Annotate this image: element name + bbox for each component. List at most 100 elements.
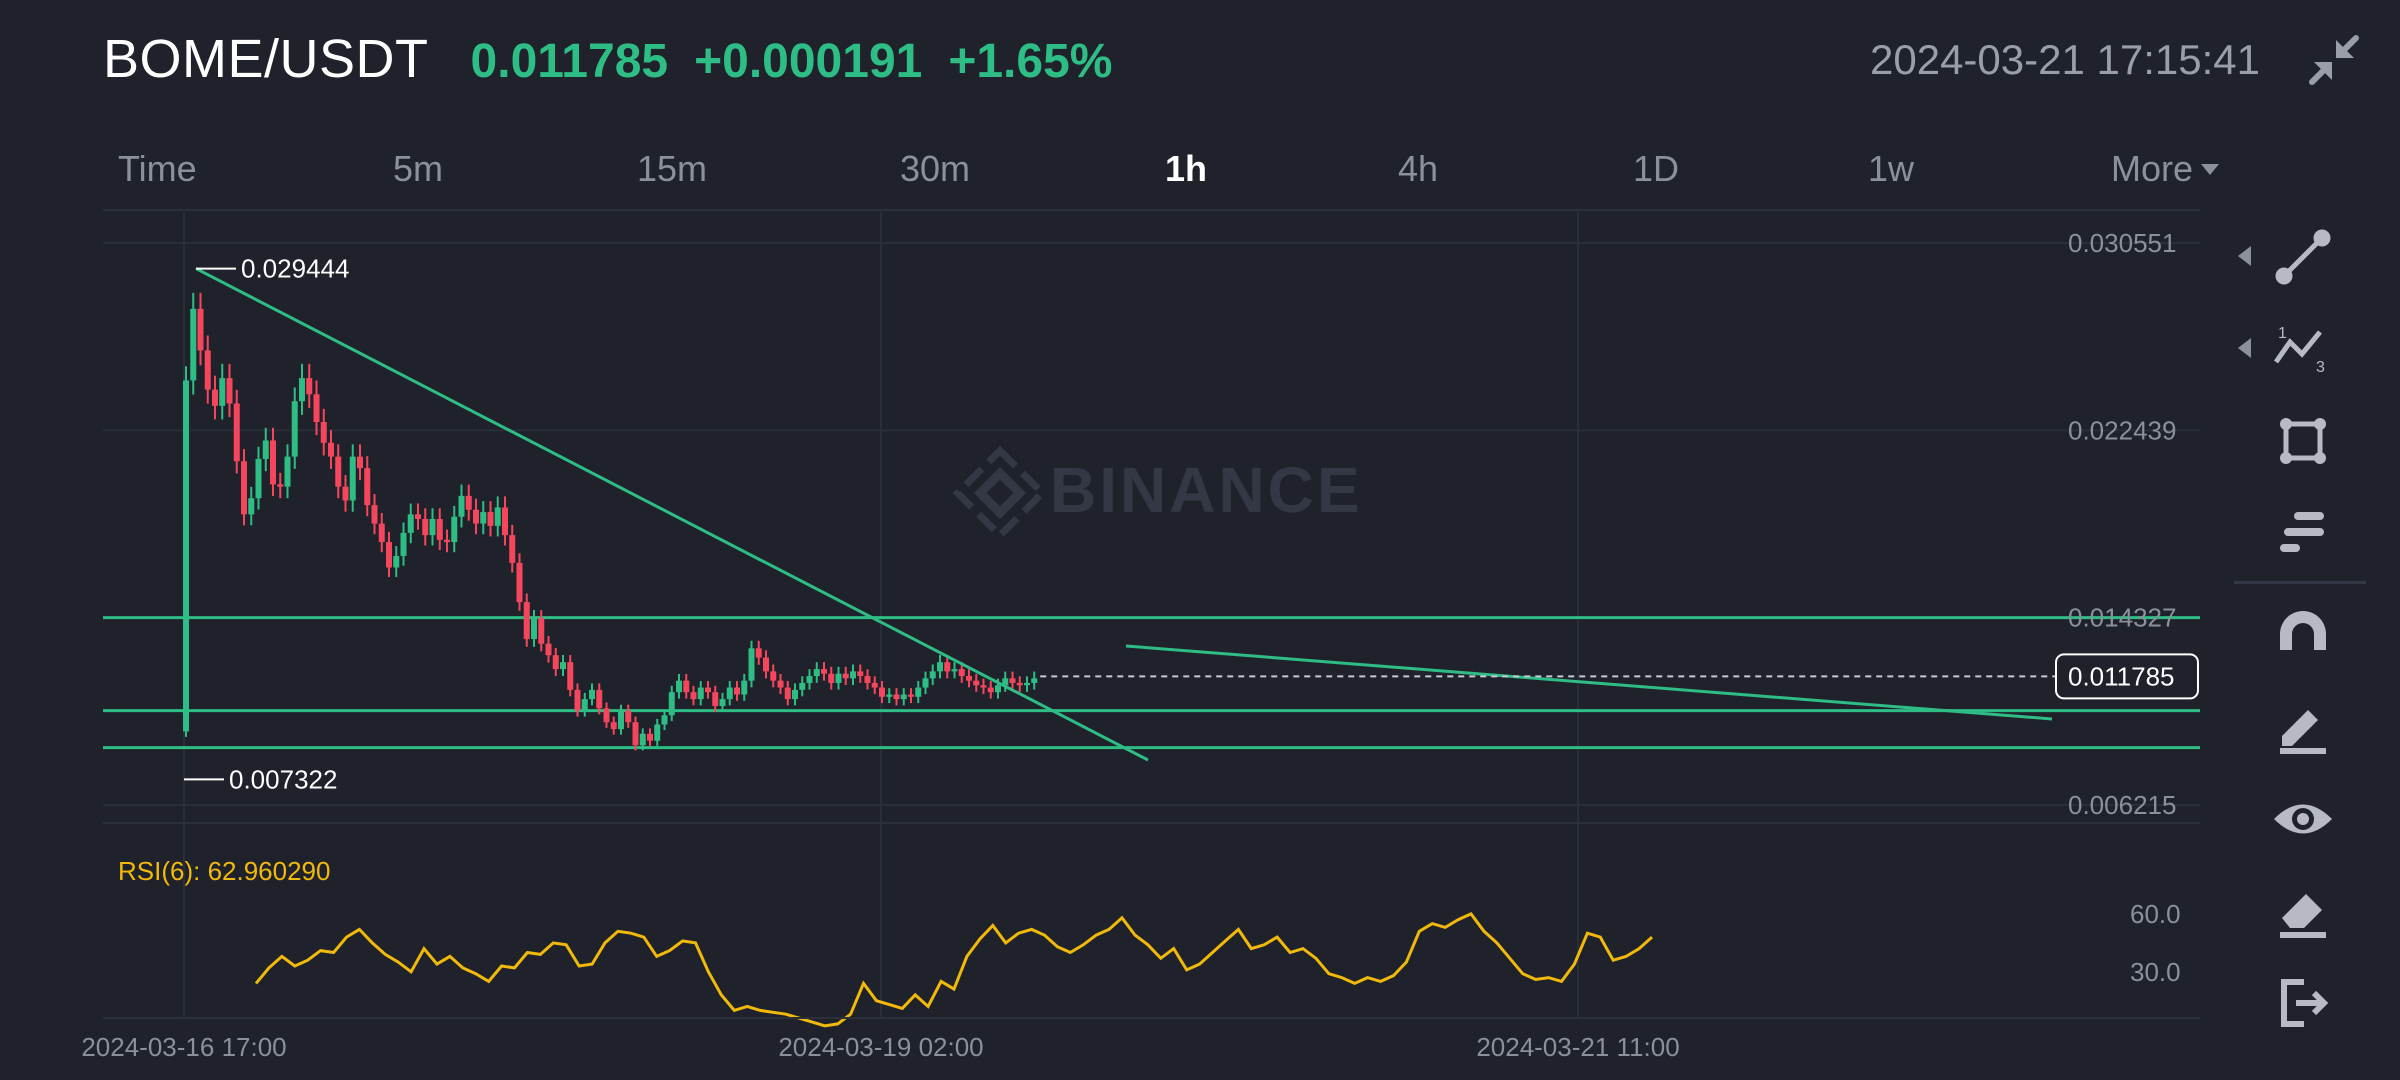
svg-text:3: 3: [2316, 359, 2325, 376]
candle-body: [436, 518, 443, 540]
tab-1h[interactable]: 1h: [1165, 148, 1207, 190]
candle: [654, 718, 661, 746]
candle-body: [1031, 678, 1038, 683]
candle: [197, 292, 204, 366]
trend-line-icon[interactable]: [2268, 222, 2338, 292]
candle-body: [473, 509, 479, 524]
candle: [893, 688, 900, 706]
rsi-line: [254, 912, 1653, 1028]
candle: [908, 688, 914, 704]
tab-label: 1D: [1633, 148, 1680, 189]
candle-body: [886, 694, 893, 697]
candle-body: [538, 618, 545, 644]
tab-1w[interactable]: 1w: [1868, 148, 1914, 190]
candle-body: [451, 516, 458, 543]
candle-body: [212, 389, 218, 406]
candle: [545, 636, 552, 663]
candle: [262, 427, 269, 472]
candle: [835, 666, 842, 690]
horizontal-lines: [103, 616, 2200, 750]
candle: [480, 501, 487, 535]
divider: [103, 209, 2200, 211]
pencil-lock-icon[interactable]: [2268, 692, 2338, 762]
tab-5m[interactable]: 5m: [393, 148, 443, 190]
candle-body: [342, 486, 349, 501]
candle: [393, 546, 400, 578]
candle: [625, 704, 632, 728]
candle: [777, 673, 784, 695]
tab-1d[interactable]: 1D: [1633, 148, 1679, 190]
candle-body: [277, 484, 284, 487]
binance-logo-icon: [952, 445, 1048, 541]
candle-body: [248, 498, 255, 515]
tab-label: 4h: [1398, 148, 1439, 189]
text-lines-icon[interactable]: [2268, 498, 2338, 568]
tab-more[interactable]: More: [2111, 148, 2220, 190]
high-marker-label: 0.029444: [241, 254, 349, 284]
candle: [734, 681, 740, 701]
rectangle-icon[interactable]: [2268, 406, 2338, 476]
candle-body: [647, 733, 653, 741]
candle: [973, 673, 980, 692]
candle: [697, 681, 704, 706]
tab-label: More: [2111, 148, 2194, 189]
candle: [879, 681, 885, 704]
candle-body: [987, 687, 994, 693]
exit-icon[interactable]: [2268, 968, 2338, 1038]
trend-line: [1125, 644, 2053, 721]
candle-body: [908, 694, 914, 697]
candle-body: [799, 682, 806, 690]
candle: [299, 363, 305, 415]
candle: [886, 688, 893, 704]
submenu-caret-icon[interactable]: [2238, 338, 2251, 358]
candle-body: [357, 456, 363, 469]
candle: [980, 678, 987, 695]
candle-body: [683, 680, 690, 693]
candle: [233, 389, 240, 474]
candle: [407, 503, 414, 544]
candle-body: [777, 680, 784, 688]
candle: [574, 683, 581, 717]
candle: [748, 640, 755, 688]
candle-body: [690, 692, 697, 700]
candle-body: [668, 692, 675, 716]
eye-icon[interactable]: [2268, 784, 2338, 854]
tab-4h[interactable]: 4h: [1398, 148, 1438, 190]
candle-body: [763, 657, 769, 672]
tab-label: 30m: [900, 148, 971, 189]
candle: [349, 444, 356, 512]
pair-symbol[interactable]: BOME/USDT: [103, 29, 429, 89]
eraser-icon[interactable]: [2268, 876, 2338, 946]
candle: [313, 380, 320, 436]
candle-body: [364, 468, 371, 506]
candle: [277, 472, 284, 499]
submenu-caret-icon[interactable]: [2238, 246, 2251, 266]
candle-body: [407, 514, 414, 533]
candle: [552, 647, 559, 677]
candle: [386, 531, 392, 578]
price-tick-label: 0.030551: [2068, 228, 2176, 258]
tab-15m[interactable]: 15m: [637, 148, 707, 190]
candle-body: [676, 680, 682, 693]
candle: [444, 529, 450, 553]
candle-body: [705, 687, 711, 693]
magnet-icon[interactable]: [2268, 600, 2338, 670]
candle: [668, 685, 675, 722]
candle: [806, 669, 813, 690]
interval-tabs: Time 5m 15m 30m 1h 4h 1D 1w More: [0, 148, 2240, 202]
candle-body: [915, 687, 922, 697]
candle-body: [734, 687, 740, 695]
tab-30m[interactable]: 30m: [900, 148, 970, 190]
collapse-arrows-icon[interactable]: [2304, 30, 2364, 90]
candle: [241, 449, 247, 526]
candle-body: [871, 682, 878, 688]
candle: [429, 508, 436, 546]
candle: [987, 681, 994, 699]
tab-time[interactable]: Time: [118, 148, 197, 190]
candle-body: [320, 421, 327, 443]
candle: [770, 664, 777, 688]
candle-body: [842, 673, 849, 679]
candle: [436, 508, 443, 550]
